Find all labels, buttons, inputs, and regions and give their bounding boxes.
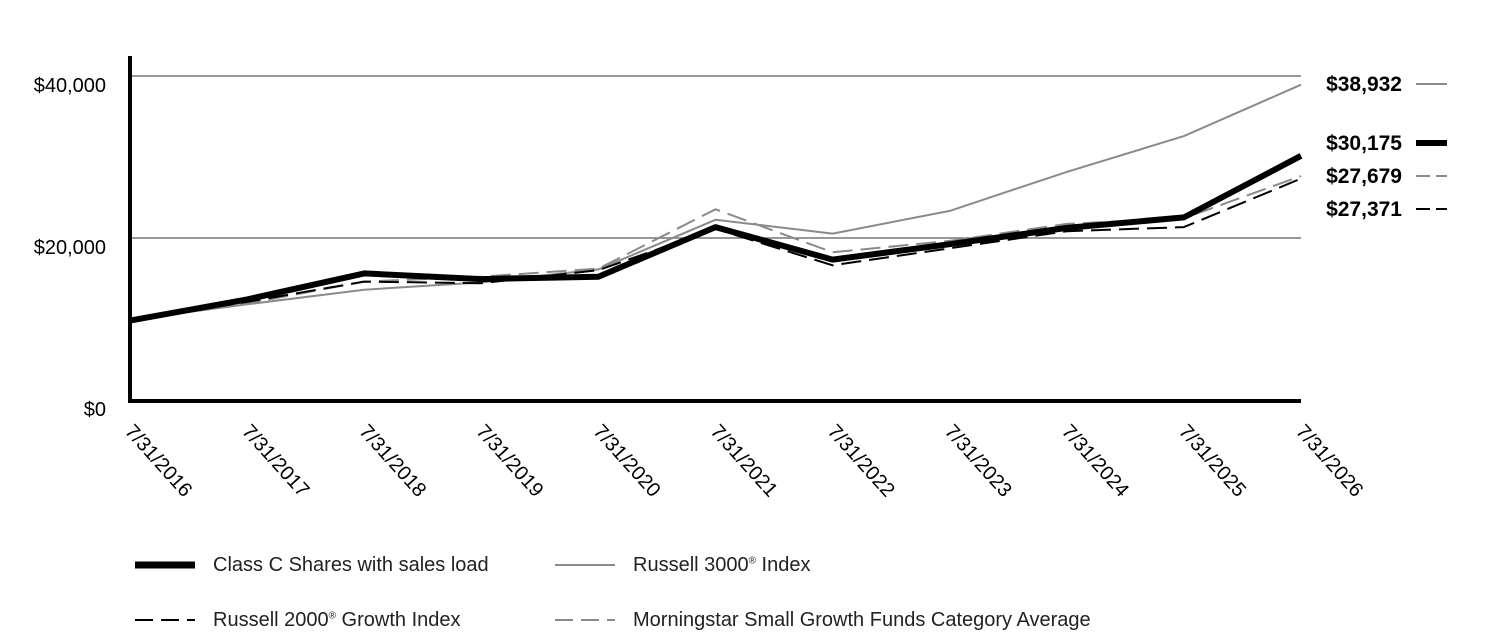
legend-suffix-russell-2000: Growth Index — [336, 608, 461, 631]
x-tick-label: 7/31/2026 — [1291, 421, 1367, 502]
end-labels: $30,175 $38,932 $27,371 $27,679 — [1326, 73, 1447, 221]
x-tick-label: 7/31/2025 — [1174, 421, 1250, 502]
y-axis-ticks: $0 $20,000 $40,000 — [34, 75, 106, 421]
legend-label-russell-2000: Russell 2000® Growth Index — [213, 609, 461, 632]
end-value-label: $27,679 — [1326, 165, 1402, 188]
legend-text-russell-2000: Russell 2000 — [213, 608, 329, 631]
series-line — [129, 175, 1302, 321]
legend-suffix-russell-3000: Index — [756, 553, 811, 576]
legend-sup-russell-2000: ® — [328, 609, 336, 621]
x-tick-label: 7/31/2021 — [706, 421, 782, 502]
line-chart: $0$20,000$40,000 7/31/2016 7/31/2017 7/31/… — [34, 56, 1447, 502]
legend-swatch-morningstar — [555, 619, 615, 621]
x-axis-ticks: 7/31/2016 7/31/2017 7/31/2018 7/31/2019 7/31… — [120, 421, 1367, 502]
x-tick-label: 7/31/2024 — [1057, 421, 1133, 502]
end-value-label: $27,371 — [1326, 198, 1402, 221]
legend-label-morningstar: Morningstar Small Growth Funds Category … — [633, 608, 1091, 631]
legend-swatch-russell-3000 — [555, 564, 615, 566]
legend: Class C Shares with sales load Russell 3… — [0, 540, 1512, 636]
y-tick-label: $0 — [84, 399, 106, 421]
series-line — [129, 83, 1302, 321]
x-tick-label: 7/31/2019 — [472, 421, 548, 502]
x-tick-label: 7/31/2023 — [940, 421, 1016, 502]
y-tick-label: $20,000 — [34, 237, 106, 259]
legend-item-russell-3000: Russell 3000® Index — [555, 550, 810, 580]
legend-sup-russell-3000: ® — [748, 554, 756, 566]
x-tick-label: 7/31/2016 — [120, 421, 196, 502]
axes — [128, 56, 1301, 403]
legend-item-class-c: Class C Shares with sales load — [135, 550, 489, 580]
series-lines — [129, 83, 1303, 324]
x-tick-label: 7/31/2020 — [589, 421, 665, 502]
grid-lines — [130, 75, 1301, 239]
legend-item-russell-2000: Russell 2000® Growth Index — [135, 605, 461, 635]
x-tick-label: 7/31/2017 — [237, 421, 313, 502]
end-value-label: $38,932 — [1326, 73, 1402, 96]
legend-swatch-class-c — [135, 561, 195, 569]
series-line — [129, 177, 1302, 321]
series-line — [129, 153, 1303, 324]
end-value-label: $30,175 — [1326, 132, 1402, 155]
x-tick-label: 7/31/2018 — [354, 421, 430, 502]
y-tick-label: $40,000 — [34, 75, 106, 97]
x-tick-label: 7/31/2022 — [823, 421, 899, 502]
legend-swatch-russell-2000 — [135, 619, 195, 621]
legend-label-russell-3000: Russell 3000® Index — [633, 554, 810, 577]
legend-label-class-c: Class C Shares with sales load — [213, 553, 489, 576]
legend-item-morningstar: Morningstar Small Growth Funds Category … — [555, 605, 1091, 635]
legend-text-russell-3000: Russell 3000 — [633, 553, 749, 576]
